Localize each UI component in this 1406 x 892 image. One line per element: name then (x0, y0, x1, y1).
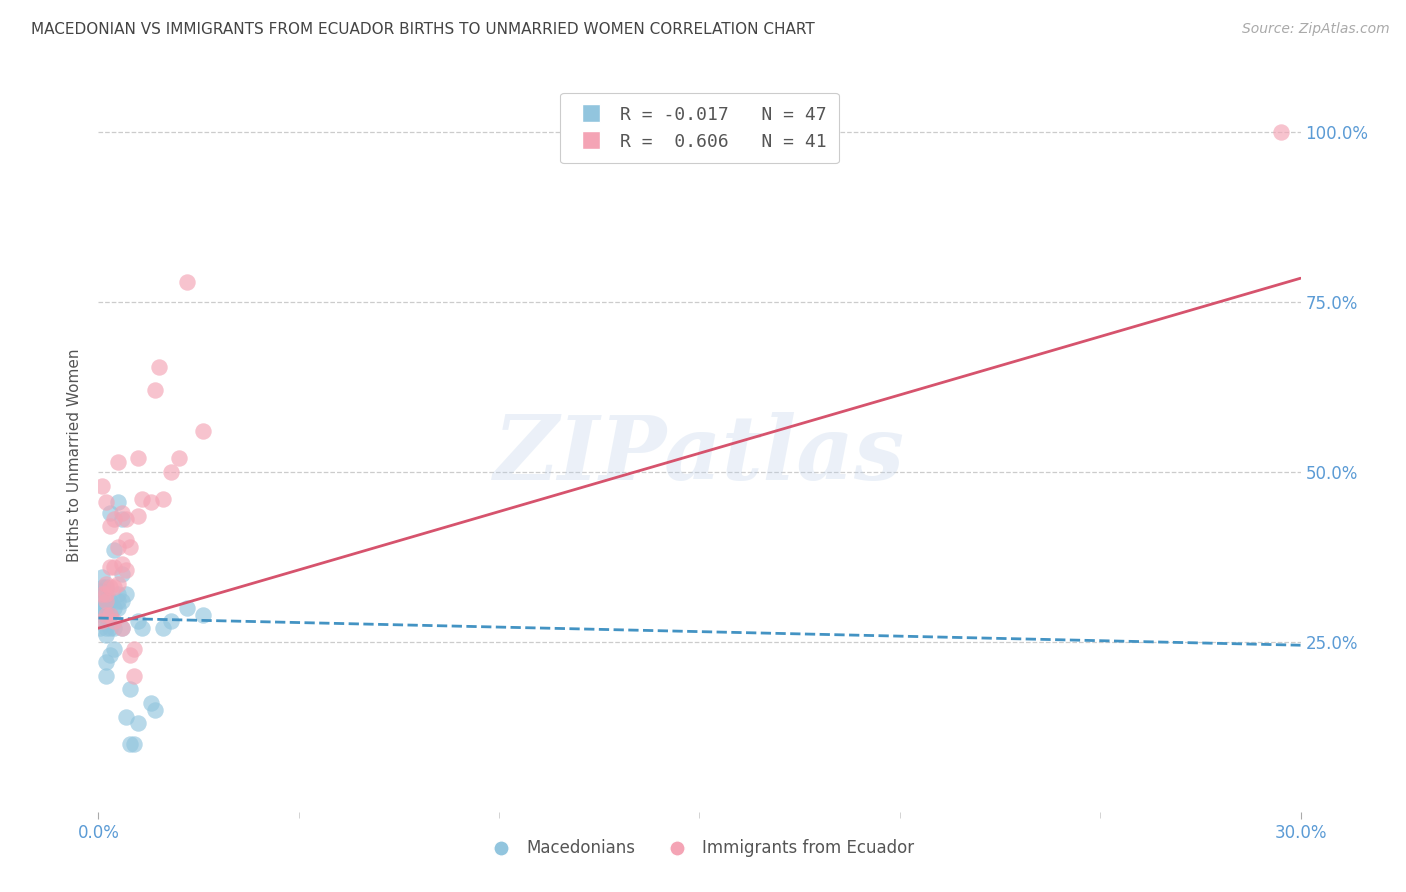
Point (124, 737, 146, 751)
Point (93, 600, 115, 615)
Point (96, 669, 118, 683)
Point (107, 495, 129, 509)
Point (120, 682, 142, 697)
Point (115, 709, 138, 723)
Point (152, 492, 174, 507)
Point (103, 543, 125, 558)
Point (128, 716, 150, 731)
Point (176, 600, 198, 615)
Point (111, 512, 134, 526)
Point (191, 424, 214, 438)
Point (159, 615, 181, 629)
Point (120, 540, 142, 554)
Point (103, 581, 125, 595)
Point (111, 621, 134, 635)
Point (111, 557, 134, 571)
Point (128, 615, 150, 629)
Point (103, 600, 125, 615)
Point (100, 560, 122, 574)
Point (139, 495, 162, 509)
Point (131, 621, 153, 635)
Point (100, 648, 122, 663)
Point (176, 275, 198, 289)
Point (100, 607, 122, 622)
Point (107, 600, 129, 615)
Point (111, 594, 134, 608)
Point (143, 703, 166, 717)
Point (91, 581, 114, 595)
Point (100, 519, 122, 533)
Point (107, 577, 129, 591)
Point (96, 577, 118, 591)
Point (96, 628, 118, 642)
Point (96, 594, 118, 608)
Point (89, 621, 111, 635)
Point (96, 587, 118, 601)
Point (139, 696, 162, 710)
Point (131, 492, 153, 507)
Point (96, 581, 118, 595)
Point (128, 509, 150, 524)
Point (115, 564, 138, 578)
Point (90, 594, 112, 608)
Point (91, 478, 114, 492)
Point (120, 737, 142, 751)
Point (103, 560, 125, 574)
Point (120, 648, 142, 663)
Point (107, 594, 129, 608)
Point (91, 615, 114, 629)
Point (103, 512, 125, 526)
Point (103, 641, 125, 656)
Point (100, 581, 122, 595)
Point (111, 506, 134, 520)
Point (107, 455, 129, 469)
Point (100, 621, 122, 635)
Point (1270, 125, 1292, 139)
Point (91, 583, 114, 598)
Point (91, 607, 114, 622)
Point (111, 566, 134, 581)
Point (91, 570, 114, 584)
Point (100, 594, 122, 608)
Point (191, 607, 214, 622)
Point (159, 465, 181, 479)
Text: ZIPatlas: ZIPatlas (494, 412, 905, 498)
Point (107, 587, 129, 601)
Point (128, 451, 150, 466)
Legend: Macedonians, Immigrants from Ecuador: Macedonians, Immigrants from Ecuador (478, 833, 921, 864)
Point (96, 607, 118, 622)
Point (96, 600, 118, 615)
Point (152, 621, 174, 635)
Point (96, 621, 118, 635)
Point (115, 512, 138, 526)
Point (100, 607, 122, 622)
Point (96, 594, 118, 608)
Y-axis label: Births to Unmarried Women: Births to Unmarried Women (67, 348, 83, 562)
Point (103, 621, 125, 635)
Text: Source: ZipAtlas.com: Source: ZipAtlas.com (1241, 22, 1389, 37)
Point (124, 669, 146, 683)
Point (96, 495, 118, 509)
Point (143, 384, 166, 398)
Point (103, 615, 125, 629)
Point (115, 533, 138, 547)
Point (124, 641, 146, 656)
Point (100, 506, 122, 520)
Point (148, 359, 170, 374)
Point (115, 587, 138, 601)
Point (96, 655, 118, 669)
Point (107, 540, 129, 554)
Point (90, 600, 112, 615)
Point (111, 621, 134, 635)
Point (167, 451, 190, 466)
Point (91, 587, 114, 601)
Text: MACEDONIAN VS IMMIGRANTS FROM ECUADOR BIRTHS TO UNMARRIED WOMEN CORRELATION CHAR: MACEDONIAN VS IMMIGRANTS FROM ECUADOR BI… (31, 22, 814, 37)
Point (96, 607, 118, 622)
